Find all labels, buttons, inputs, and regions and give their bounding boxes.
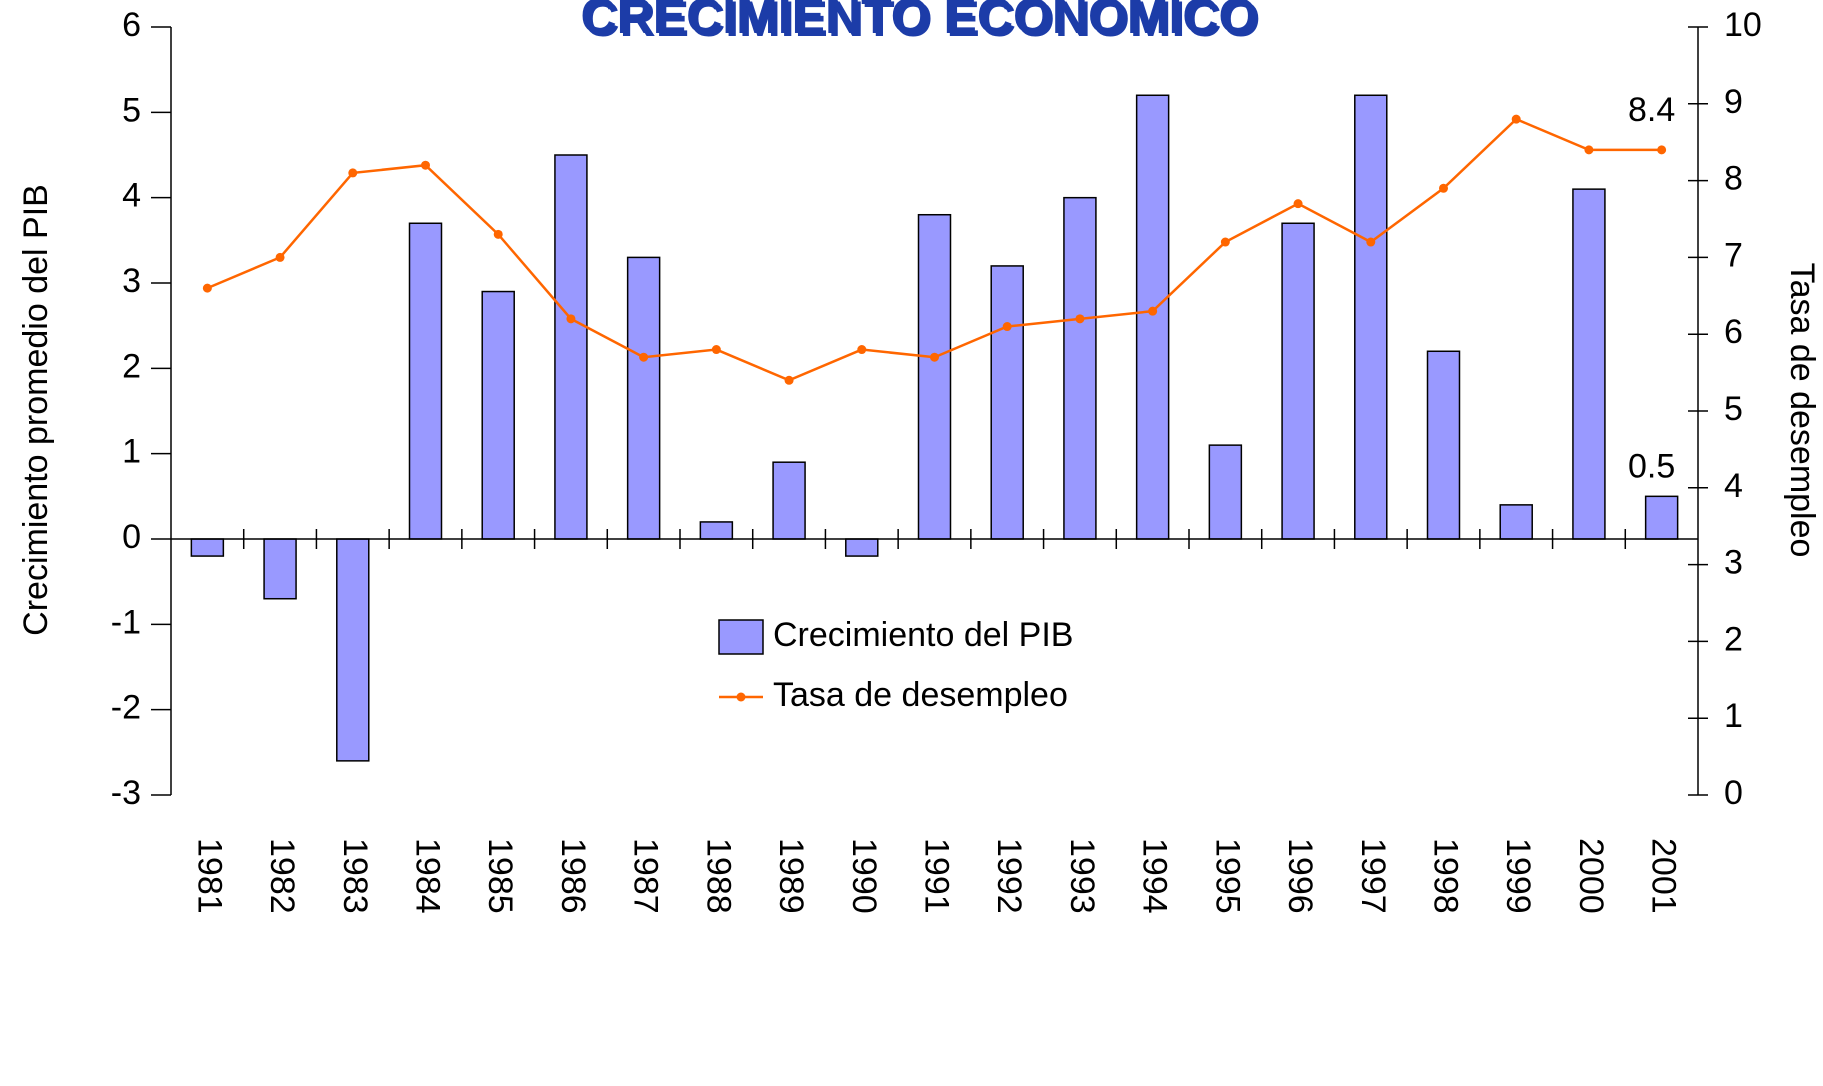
bar [626, 256, 661, 540]
x-tick-label: 1985 [481, 838, 519, 914]
line-point [1002, 322, 1012, 332]
chart-title: CRECIMIENTO ECONOMICO [581, 0, 1258, 44]
x-tick-label: 1990 [845, 838, 883, 914]
bar [990, 265, 1024, 540]
line-point [1148, 306, 1158, 316]
bar [845, 538, 879, 557]
legend-label: Tasa de desempleo [773, 676, 1068, 714]
y-tick-label: 4 [122, 177, 141, 215]
data-label: 0.5 [1628, 447, 1675, 485]
x-tick-label: 1996 [1281, 838, 1319, 914]
x-tick-label: 1995 [1208, 838, 1246, 914]
bar [1499, 504, 1533, 540]
bar [699, 521, 734, 540]
x-tick-label: 1997 [1354, 838, 1392, 914]
y-axis-label: Crecimiento promedio del PIB [17, 184, 55, 636]
x-tick-label: 1994 [1136, 838, 1174, 914]
y-tick-label: 1 [122, 433, 141, 471]
y2-tick-label: 0 [1724, 774, 1743, 812]
x-tick-label: 1981 [190, 838, 228, 914]
bar [481, 290, 515, 540]
line-point [275, 252, 285, 262]
x-tick-label: 1983 [336, 838, 374, 914]
line-point [711, 345, 721, 355]
y-tick-label: 0 [122, 518, 141, 556]
line-point [493, 229, 503, 239]
bar [408, 222, 443, 540]
bar [772, 461, 806, 540]
y-tick-label: 3 [122, 262, 141, 300]
y2-tick-label: 6 [1724, 313, 1743, 351]
bar [1426, 350, 1461, 540]
bar [1572, 188, 1606, 540]
line-point [1293, 199, 1303, 209]
y2-tick-label: 4 [1724, 467, 1743, 505]
x-tick-label: 1991 [918, 838, 956, 914]
legend-swatch-point [736, 692, 746, 702]
bar [1644, 495, 1679, 540]
x-tick-label: 1988 [699, 838, 737, 914]
bar [1281, 222, 1315, 540]
x-tick-label: 1989 [772, 838, 810, 914]
x-tick-label: 1984 [409, 838, 447, 914]
bar [336, 538, 370, 762]
y2-axis-label: Tasa de desempleo [1783, 263, 1821, 558]
x-tick-label: 1993 [1063, 838, 1101, 914]
legend-swatch [718, 619, 764, 655]
x-tick-label: 1982 [263, 838, 301, 914]
y2-tick-label: 1 [1724, 697, 1743, 735]
x-tick-label: 1987 [627, 838, 665, 914]
line-point [784, 375, 794, 385]
x-tick-label: 2001 [1645, 838, 1683, 914]
y-tick-label: -1 [111, 603, 141, 641]
bar [263, 538, 297, 600]
bar [1135, 94, 1170, 540]
bar [1063, 196, 1097, 540]
line-point [857, 345, 867, 355]
x-tick-label: 1992 [990, 838, 1028, 914]
line-point [566, 314, 576, 324]
line-point [348, 168, 358, 178]
bar [190, 538, 225, 557]
y2-tick-label: 7 [1724, 236, 1743, 274]
bar [1208, 444, 1243, 540]
x-tick-label: 1986 [554, 838, 592, 914]
x-tick-label: 1998 [1427, 838, 1465, 914]
y-tick-label: 6 [122, 6, 141, 44]
y2-tick-label: 3 [1724, 544, 1743, 582]
line-point [1657, 145, 1667, 155]
legend-label: Crecimiento del PIB [773, 616, 1073, 654]
bar [1354, 94, 1388, 540]
y-tick-label: -3 [111, 774, 141, 812]
x-tick-label: 2000 [1572, 838, 1610, 914]
y2-tick-label: 10 [1724, 6, 1762, 44]
y2-tick-label: 2 [1724, 620, 1743, 658]
y-tick-label: 5 [122, 91, 141, 129]
line-point [1220, 237, 1230, 247]
bar [554, 154, 588, 540]
y2-tick-label: 5 [1724, 390, 1743, 428]
y-tick-label: 2 [122, 347, 141, 385]
line-point [1366, 237, 1376, 247]
line-point [930, 352, 939, 362]
line-point [639, 352, 649, 362]
line-point [1439, 183, 1448, 193]
line-point [421, 160, 430, 170]
line-point [1075, 314, 1085, 324]
chart-title-shadow: CRECIMIENTO ECONOMICO [584, 0, 1261, 47]
y-tick-label: -2 [111, 689, 141, 727]
line-point [1511, 114, 1521, 124]
y2-tick-label: 9 [1724, 83, 1743, 121]
y2-tick-label: 8 [1724, 160, 1743, 198]
x-tick-label: 1999 [1499, 838, 1537, 914]
line-point [202, 283, 212, 293]
data-label: 8.4 [1628, 91, 1675, 129]
line-point [1584, 145, 1594, 155]
bar [917, 213, 952, 540]
